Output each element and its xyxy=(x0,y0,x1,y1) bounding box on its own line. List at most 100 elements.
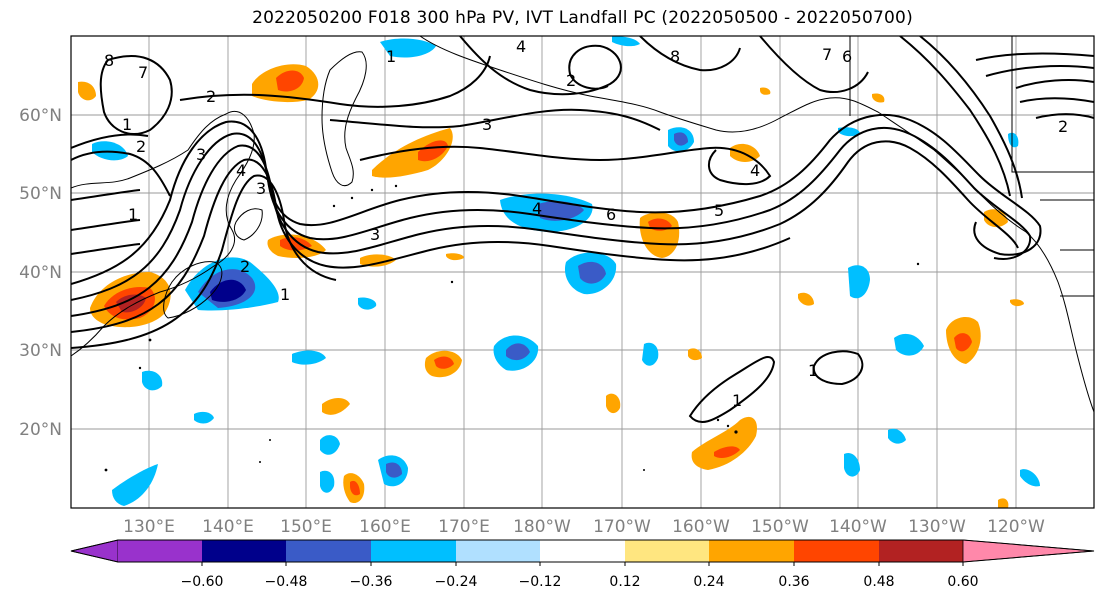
contour-label: 1 xyxy=(122,115,132,134)
colorbar-tick-labels: −0.60 −0.48 −0.36 −0.24 −0.12 0.12 0.24 0.36 0.4… xyxy=(181,562,979,590)
latitude-label: 50°N xyxy=(19,184,62,204)
pv-contours xyxy=(71,36,1094,424)
longitude-label: 140°W xyxy=(829,517,887,537)
longitude-label: 130°E xyxy=(123,517,175,537)
negative-anomaly-small-10 xyxy=(844,452,860,477)
contour-label: 3 xyxy=(482,115,492,134)
contour-label: 7 xyxy=(138,63,148,82)
colorbar-tick-label: 0.48 xyxy=(863,574,894,590)
colorbar-segment xyxy=(456,540,540,562)
negative-anomaly-small-11 xyxy=(112,464,158,506)
positive-anomaly-small-2 xyxy=(322,398,350,415)
negative-anomaly-small-14 xyxy=(194,411,214,424)
positive-anomaly-small-11 xyxy=(1010,299,1024,307)
negative-anomaly-small-2 xyxy=(380,38,436,58)
positive-anomaly-kamchatka-core xyxy=(276,70,304,92)
contour-label: 2 xyxy=(1058,117,1068,136)
contour-label: 2 xyxy=(240,257,250,276)
contour-label: 1 xyxy=(386,47,396,66)
positive-anomaly-bering xyxy=(372,128,453,178)
positive-anomaly-small-3 xyxy=(360,254,396,267)
contour-label: 2 xyxy=(566,71,576,90)
longitude-label: 170°W xyxy=(593,517,651,537)
colorbar-tick-label: −0.36 xyxy=(350,574,393,590)
contour-label: 1 xyxy=(732,391,742,410)
longitude-label: 160°E xyxy=(359,517,411,537)
negative-anomaly-small-13 xyxy=(1020,469,1040,487)
positive-anomaly-small-6 xyxy=(798,292,814,306)
negative-anomaly-small-12 xyxy=(888,428,906,444)
contour-label: 1 xyxy=(280,285,290,304)
colorbar-tick-label: −0.24 xyxy=(435,574,478,590)
map-frame xyxy=(70,35,1095,509)
positive-anomaly-hawaii-core xyxy=(714,446,740,458)
contour-label: 8 xyxy=(104,51,114,70)
colorbar-segment xyxy=(540,540,625,562)
colorbar xyxy=(70,539,1095,563)
contour-label: 7 xyxy=(822,45,832,64)
colorbar-segment xyxy=(879,540,963,562)
contour-label: 4 xyxy=(750,161,760,180)
negative-anomaly-west-core xyxy=(386,462,402,478)
negative-anomaly-small-6 xyxy=(358,297,377,310)
colorbar-outline xyxy=(70,539,1095,563)
contour-label: 8 xyxy=(670,47,680,66)
colorbar-segment xyxy=(118,540,202,562)
latitude-label: 40°N xyxy=(19,263,62,283)
map-panel: 8 7 2 1 2 3 1 4 1 2 3 1 2 3 4 4 5 6 7 8 … xyxy=(71,36,1094,508)
negative-anomaly-japan-deep xyxy=(210,279,246,302)
contour-label: 6 xyxy=(606,205,616,224)
latitude-label: 20°N xyxy=(19,420,62,440)
longitude-labels: 130°E 140°E 150°E 160°E 170°E 180°W 170°W 160°W… xyxy=(123,517,1045,537)
colorbar-tick-label: 0.60 xyxy=(947,574,978,590)
latitude-labels: 60°N 50°N 40°N 30°N 20°N xyxy=(19,106,62,440)
negative-anomaly-small-5 xyxy=(292,350,326,365)
negative-anomaly-alaska-core xyxy=(674,132,688,146)
longitude-label: 180°W xyxy=(513,517,571,537)
colorbar-extend-min xyxy=(70,539,119,563)
colorbar-tick-label: −0.48 xyxy=(265,574,308,590)
contour-label: 5 xyxy=(714,201,724,220)
colorbar-tick-label: −0.60 xyxy=(181,574,224,590)
positive-anomaly-bering-core xyxy=(418,140,448,162)
latitude-label: 30°N xyxy=(19,341,62,361)
plot-title: 2022050200 F018 300 hPa PV, IVT Landfall… xyxy=(252,8,913,28)
positive-anomaly-oregon xyxy=(984,209,1008,228)
positive-anomaly-small-5 xyxy=(688,348,702,361)
negative-anomaly-small-4 xyxy=(142,370,163,391)
longitude-label: 170°E xyxy=(438,517,490,537)
negative-anomaly-east xyxy=(848,265,870,299)
positive-anomaly-small-8 xyxy=(760,87,771,95)
coastlines xyxy=(71,36,1094,413)
colorbar-tick-label: 0.36 xyxy=(778,574,809,590)
contour-label: 1 xyxy=(808,361,818,380)
contour-labels: 8 7 2 1 2 3 1 4 1 2 3 1 2 3 4 4 5 6 7 8 … xyxy=(104,37,1068,410)
colorbar-tick-label: 0.24 xyxy=(693,574,724,590)
positive-anomaly-hawaii xyxy=(691,416,758,470)
colorbar-segment xyxy=(286,540,371,562)
contour-label: 4 xyxy=(236,161,246,180)
colorbar-extend-max xyxy=(962,539,1095,563)
longitude-label: 130°W xyxy=(908,517,966,537)
colorbar-segment xyxy=(371,540,456,562)
contour-label: 4 xyxy=(532,199,542,218)
colorbar-segment xyxy=(202,540,286,562)
contour-label: 4 xyxy=(516,37,526,56)
contour-label: 3 xyxy=(256,179,266,198)
longitude-label: 160°W xyxy=(672,517,730,537)
contour-label: 2 xyxy=(136,137,146,156)
contour-label: 2 xyxy=(206,87,216,106)
negative-anomaly-small-16 xyxy=(1008,132,1019,148)
colorbar-tick-label: −0.12 xyxy=(519,574,562,590)
positive-anomaly-south-core xyxy=(350,480,360,496)
positive-anomaly-california-core xyxy=(954,333,972,352)
longitude-label: 150°E xyxy=(280,517,332,537)
negative-anomaly-small-8 xyxy=(320,470,335,493)
colorbar-segment xyxy=(794,540,879,562)
negative-anomaly-dateline-core xyxy=(578,261,606,284)
positive-anomaly-small-4 xyxy=(606,393,621,414)
longitude-label: 140°E xyxy=(202,517,254,537)
positive-anomaly-small-1 xyxy=(78,81,96,101)
positive-anomaly-korea-deep xyxy=(116,294,146,313)
